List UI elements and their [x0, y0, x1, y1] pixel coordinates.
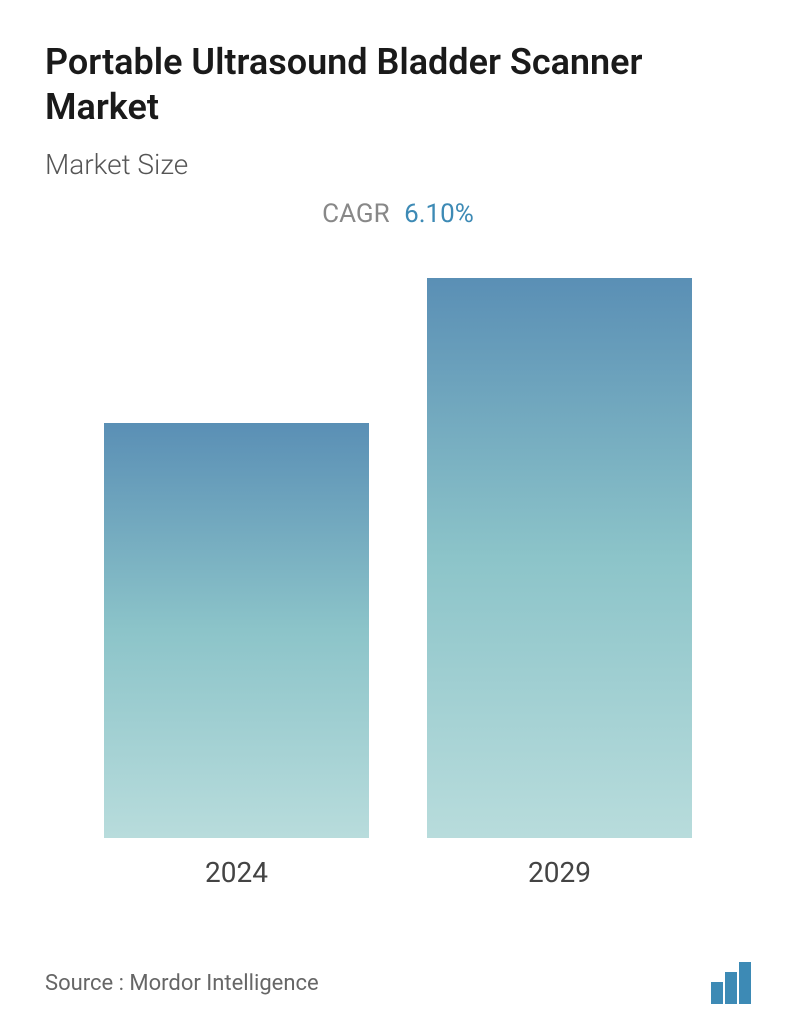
source-text: Source : Mordor Intelligence [45, 971, 319, 996]
footer: Source : Mordor Intelligence [45, 962, 751, 1004]
bar-group-1: 2029 [427, 269, 692, 889]
logo-bar-2 [725, 972, 737, 1004]
cagr-row: CAGR 6.10% [45, 199, 751, 229]
chart-area: 2024 2029 [45, 269, 751, 889]
bar-label-0: 2024 [205, 856, 268, 889]
bar-group-0: 2024 [104, 269, 369, 889]
bars-container: 2024 2029 [45, 269, 751, 889]
chart-title: Portable Ultrasound Bladder Scanner Mark… [45, 40, 751, 130]
logo-bar-3 [739, 962, 751, 1004]
logo-bar-1 [711, 982, 723, 1004]
bar-label-1: 2029 [528, 856, 591, 889]
cagr-label: CAGR [322, 199, 389, 229]
cagr-value: 6.10% [404, 199, 474, 229]
bar-1 [427, 278, 692, 838]
bar-0 [104, 423, 369, 838]
chart-subtitle: Market Size [45, 148, 751, 181]
logo-icon [711, 962, 751, 1004]
